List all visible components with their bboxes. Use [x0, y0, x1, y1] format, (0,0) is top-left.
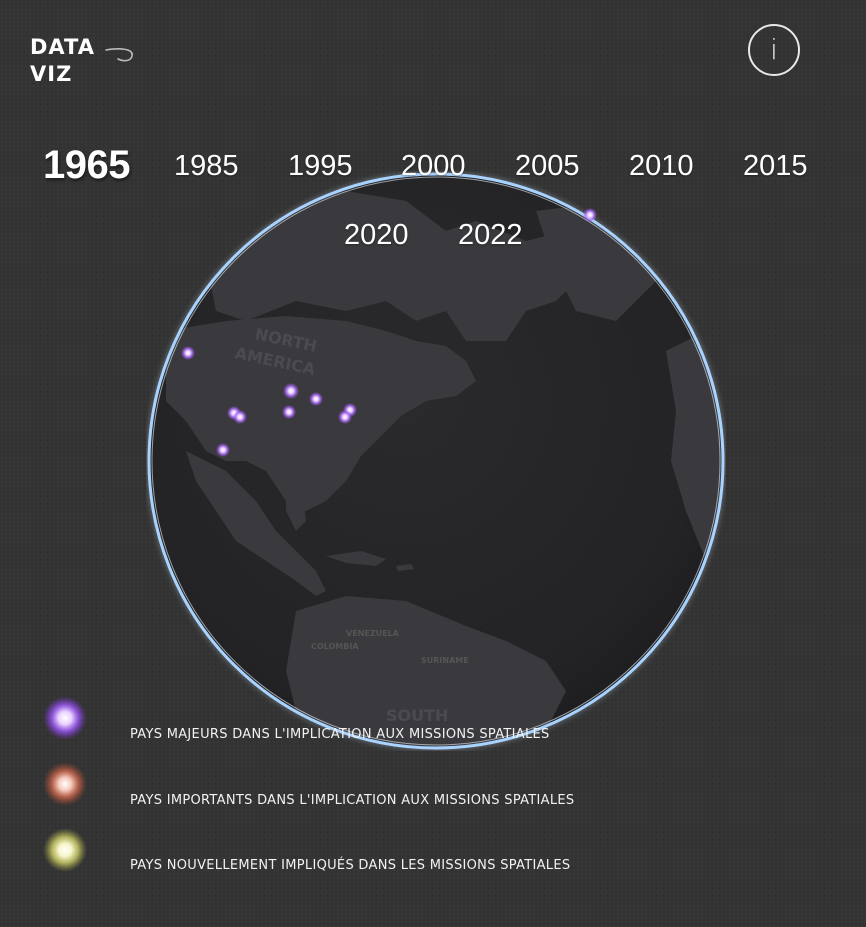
label-colombia: COLOMBIA	[311, 642, 359, 651]
year-1965[interactable]: 1965	[43, 143, 130, 187]
info-button[interactable]: i	[748, 24, 800, 76]
year-2010[interactable]: 2010	[629, 150, 694, 182]
marker[interactable]	[216, 443, 230, 457]
info-icon: i	[770, 33, 778, 66]
marker[interactable]	[233, 410, 247, 424]
label-venezuela: VENEZUELA	[346, 629, 400, 638]
globe-rim	[147, 172, 725, 750]
label-south: SOUTH	[386, 706, 448, 725]
land-florida	[286, 481, 306, 531]
marker[interactable]	[282, 405, 296, 419]
land-canada-north	[206, 191, 586, 341]
land-north-america	[166, 316, 476, 511]
globe[interactable]: NORTH AMERICA VENEZUELA COLOMBIA SURINAM…	[146, 171, 726, 751]
year-2020[interactable]: 2020	[344, 219, 409, 251]
year-2005[interactable]: 2005	[515, 150, 580, 182]
land-central-america	[186, 451, 326, 596]
legend-dot-new	[43, 828, 87, 872]
land-south-america	[286, 596, 566, 748]
logo-line-2: VIZ	[30, 62, 73, 86]
legend-label-major: PAYS MAJEURS DANS L'IMPLICATION AUX MISS…	[130, 727, 550, 742]
year-2022[interactable]: 2022	[458, 219, 523, 251]
land-caribbean	[326, 551, 414, 571]
legend-label-important: PAYS IMPORTANTS DANS L'IMPLICATION AUX M…	[130, 793, 575, 808]
markers	[181, 208, 597, 457]
logo-swirl-icon	[105, 48, 133, 62]
marker[interactable]	[583, 208, 597, 222]
year-1985[interactable]: 1985	[174, 150, 239, 182]
year-1995[interactable]: 1995	[288, 150, 353, 182]
logo: DATA VIZ	[30, 34, 95, 88]
marker[interactable]	[309, 392, 323, 406]
legend-label-new: PAYS NOUVELLEMENT IMPLIQUÉS DANS LES MIS…	[130, 858, 571, 873]
label-suriname: SURINAME	[421, 656, 469, 665]
year-2000[interactable]: 2000	[401, 150, 466, 182]
marker[interactable]	[181, 346, 195, 360]
logo-line-1: DATA	[30, 35, 96, 59]
legend-dot-important	[43, 762, 87, 806]
year-2015[interactable]: 2015	[743, 150, 808, 182]
marker[interactable]	[338, 410, 352, 424]
marker[interactable]	[283, 383, 299, 399]
legend-dot-major	[43, 696, 87, 740]
